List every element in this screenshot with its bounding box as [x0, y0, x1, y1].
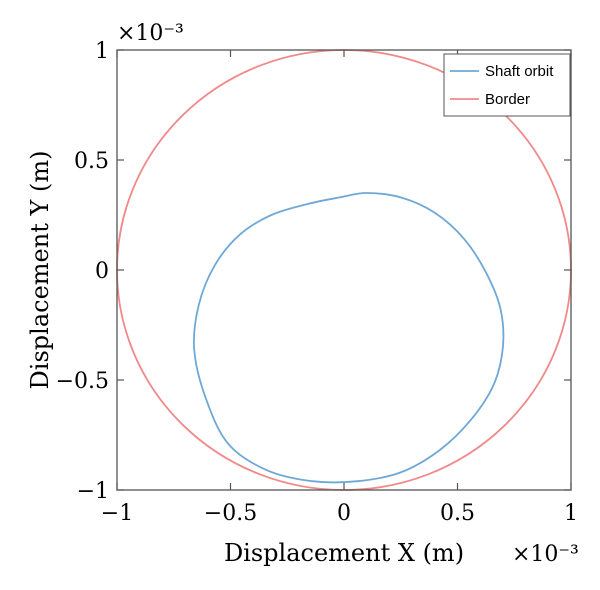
x-exponent-label: ×10⁻³ [512, 542, 579, 567]
legend-box [443, 53, 571, 117]
y-tick-label: 1 [95, 39, 109, 64]
x-tick-label: 1 [564, 501, 578, 526]
legend: Shaft orbit Border [443, 53, 571, 117]
series-shaft-orbit-line [193, 192, 505, 484]
x-tick-label: −0.5 [204, 501, 257, 526]
tick-layer: −1 −0.5 0 0.5 1 −1 −0.5 0 0.5 1 [56, 39, 578, 526]
y-tick-label: −1 [77, 479, 109, 504]
x-tick-label: −1 [101, 501, 133, 526]
y-tick-label: 0 [95, 259, 109, 284]
y-axis-label: Displacement Y (m) [26, 151, 54, 390]
legend-label-border: Border [485, 91, 530, 108]
legend-label-shaft-orbit: Shaft orbit [485, 63, 554, 80]
y-tick-label: 0.5 [74, 149, 109, 174]
x-tick-label: 0.5 [440, 501, 475, 526]
x-tick-label: 0 [337, 501, 351, 526]
y-tick-label: −0.5 [56, 369, 109, 394]
x-axis-label: Displacement X (m) [224, 539, 464, 567]
y-exponent-label: ×10⁻³ [117, 21, 184, 46]
plot-background [117, 50, 571, 490]
